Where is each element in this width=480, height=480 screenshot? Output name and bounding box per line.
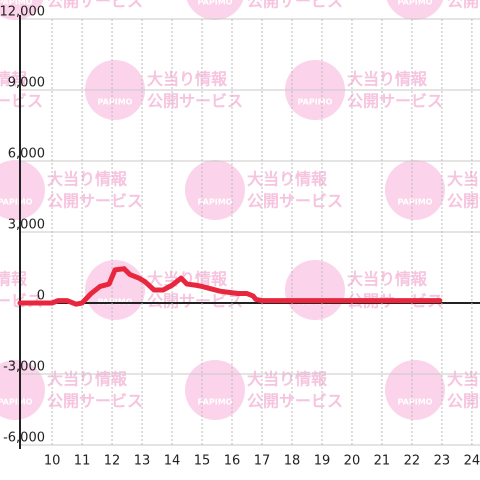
watermark-circle — [285, 260, 345, 320]
watermark-text: 公開サービス — [447, 0, 480, 11]
watermark-brand: PAPIMO — [398, 198, 433, 207]
watermark-brand: PAPIMO — [0, 0, 33, 7]
y-tick-label: 0 — [37, 289, 45, 304]
x-tick-label: 10 — [44, 454, 61, 469]
x-tick-label: 22 — [404, 454, 421, 469]
labels: -6,000 -3,000 0 3,000 6,000 9,000 12,000 10 11 12… — [0, 5, 480, 469]
watermark-text: 公開サービス — [247, 192, 343, 211]
watermark-text: 大当り情報 — [47, 170, 128, 189]
x-tick-label: 17 — [254, 454, 271, 469]
x-tick-label: 21 — [374, 454, 391, 469]
watermark-circle — [186, 0, 244, 20]
watermark-text: 大当り情報 — [247, 170, 328, 189]
watermark-text: 公開サービス — [347, 92, 443, 111]
x-tick-label: 11 — [74, 454, 91, 469]
watermark-brand: PAPIMO — [198, 198, 233, 207]
x-tick-label: 16 — [224, 454, 241, 469]
watermark-text: 公開サービス — [47, 0, 143, 11]
watermark-text: 大当り情報 — [347, 270, 428, 289]
watermark-text: 大当り情報 — [147, 70, 228, 89]
watermark-text: 公開サービス — [47, 192, 143, 211]
watermark-brand: PAPIMO — [398, 0, 433, 7]
watermark-text: 公開サービス — [247, 392, 343, 411]
watermark-circle — [385, 360, 445, 420]
x-tick-label: 19 — [314, 454, 331, 469]
watermark-brand: PAPIMO — [0, 198, 33, 207]
watermark-circle — [0, 160, 45, 220]
watermark-brand: PAPIMO — [398, 398, 433, 407]
x-tick-label: 15 — [194, 454, 211, 469]
y-tick-label: -3,000 — [3, 360, 45, 375]
watermark-text: 大当り情報 — [447, 170, 480, 189]
watermark-text: 大当り情報 — [347, 70, 428, 89]
watermark-text: 大当り情報 — [0, 270, 28, 289]
watermarks: PAPIMO大当り情報公開サービスPAPIMO大当り情報公開サービスPAPIMO… — [0, 0, 480, 420]
y-tick-label: 6,000 — [8, 147, 45, 162]
x-tick-label: 20 — [344, 454, 361, 469]
y-tick-label: 9,000 — [8, 76, 45, 91]
watermark-text: 大当り情報 — [0, 70, 28, 89]
watermark-text: 大当り情報 — [447, 370, 480, 389]
data-line — [17, 266, 443, 307]
watermark-brand: PAPIMO — [0, 398, 33, 407]
watermark-brand: PAPIMO — [298, 98, 333, 107]
watermark-text: 公開サービス — [247, 0, 343, 11]
watermark-circle — [0, 0, 44, 20]
watermark-brand: PAPIMO — [198, 0, 233, 7]
x-tick-label: 14 — [164, 454, 181, 469]
y-tick-label: 12,000 — [0, 5, 45, 20]
x-tick-label: 23 — [434, 454, 451, 469]
plot — [17, 266, 443, 307]
x-tick-label: 13 — [134, 454, 151, 469]
watermark-text: 公開サービス — [147, 92, 243, 111]
watermark-text: 公開サービス — [47, 392, 143, 411]
watermark-circle — [386, 0, 444, 20]
x-tick-label: 12 — [104, 454, 121, 469]
x-tick-label: 24 — [464, 454, 480, 469]
y-tick-label: -6,000 — [3, 431, 45, 446]
grid — [19, 15, 480, 449]
watermark-brand: PAPIMO — [98, 98, 133, 107]
watermark-text: 公開サービス — [447, 192, 480, 211]
watermark-text: 大当り情報 — [147, 270, 228, 289]
watermark-text: 公開サービス — [0, 92, 43, 111]
watermark-circle — [385, 160, 445, 220]
watermark-text: 大当り情報 — [47, 370, 128, 389]
watermark-circle — [185, 160, 245, 220]
watermark-circle — [185, 360, 245, 420]
watermark-circle — [0, 360, 45, 420]
y-tick-label: 3,000 — [8, 218, 45, 233]
watermark-text: 公開サービス — [147, 292, 243, 311]
watermark-brand: PAPIMO — [198, 398, 233, 407]
x-tick-label: 18 — [284, 454, 301, 469]
watermark-text: 大当り情報 — [247, 370, 328, 389]
watermark-text: 公開サービス — [447, 392, 480, 411]
